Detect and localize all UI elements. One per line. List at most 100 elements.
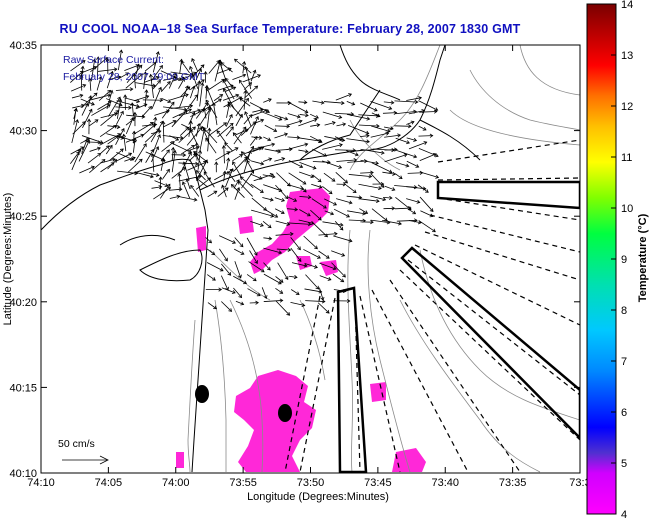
current-vector [250,116,259,135]
current-vector [134,143,147,163]
x-tick-label: 74:10 [27,477,55,489]
current-vector [298,219,314,224]
current-vectors [69,49,440,316]
current-vector-head [194,142,199,146]
current-vector [335,171,348,184]
current-vector-head [226,151,231,155]
current-vector-head [113,159,118,163]
current-vector-head [222,170,227,175]
current-vector [216,130,227,144]
current-vector [252,143,275,150]
x-tick-label: 73:40 [431,477,459,489]
current-vector-head [197,108,202,113]
current-vector [150,130,161,135]
current-vector [207,122,227,137]
current-vector [305,300,325,302]
current-vector-head [157,129,162,134]
current-vector-head [193,151,198,156]
current-vector [150,121,164,143]
current-vector-head [188,108,192,113]
current-vector-head [81,60,86,64]
current-vector-head [202,107,207,112]
current-vector-head [254,85,259,90]
current-vector [220,62,233,73]
current-vector-head [128,152,133,157]
current-vector-head [391,206,396,211]
current-vector-head [86,139,91,144]
current-vector [303,235,318,249]
current-vector-head [353,158,358,163]
current-vector-head [303,263,308,268]
current-vector [88,119,99,127]
current-vector [359,208,368,214]
current-vector-head [286,182,291,187]
current-vector [235,300,244,305]
current-vector-head [322,204,327,209]
current-vector [162,134,184,139]
current-vector-head [330,211,335,216]
current-vector [179,196,197,201]
current-vector-head [136,63,141,68]
current-vector-head [148,73,153,78]
current-vector-head [306,212,311,217]
current-vector [223,145,225,164]
current-vector [261,287,267,299]
current-vector [160,70,182,81]
current-vector-head [259,108,264,113]
current-vector-head [203,70,208,75]
current-vector-head [258,135,263,140]
current-vector-head [333,201,338,206]
current-vector [161,101,175,119]
current-vector-head [203,171,208,176]
current-vector-head [273,128,278,133]
current-vector-head [260,189,264,193]
current-vector-head [159,98,164,103]
current-vector [322,221,343,226]
current-vector-head [94,119,99,123]
current-vector [152,153,155,172]
current-vector [117,170,138,174]
current-vector [208,60,220,74]
current-vector-head [105,145,110,150]
current-vector [335,149,356,151]
current-vector [248,261,265,273]
current-vector [126,114,145,118]
current-vector-head [415,164,420,168]
current-vector-head [145,94,150,99]
current-vector-head [253,251,258,256]
current-vector [195,177,209,188]
current-vector [250,70,256,82]
current-vector [299,162,317,169]
current-vector-head [258,175,263,180]
current-vector [99,125,117,137]
current-vector [109,148,124,161]
current-vector-head [218,98,222,103]
current-vector [73,108,77,125]
current-vector-head [339,222,344,227]
current-vector-head [284,116,289,121]
x-tick-label: 73:55 [229,477,257,489]
current-vector-head [105,58,110,62]
x-tick-label: 73:35 [499,477,527,489]
current-vector [180,152,192,174]
current-vector [106,90,113,110]
current-vector-head [385,131,390,136]
current-vector [346,150,359,156]
sst-patch-north [250,188,330,274]
current-vector-head [200,64,205,69]
current-vector [150,74,154,99]
current-vector-head [80,146,85,151]
current-vector-head [234,147,239,151]
current-vector-head [158,86,162,91]
current-vector-head [413,137,418,142]
current-vector-head [155,75,160,80]
current-vector-head [373,107,378,112]
current-vector-head [266,109,270,114]
current-vector-head [433,109,438,114]
current-vector-head [143,143,147,148]
current-vector-head [341,252,346,257]
current-vector-head [185,85,189,90]
current-vector-head [171,146,176,151]
current-vector [234,261,242,278]
current-vector [241,151,251,162]
